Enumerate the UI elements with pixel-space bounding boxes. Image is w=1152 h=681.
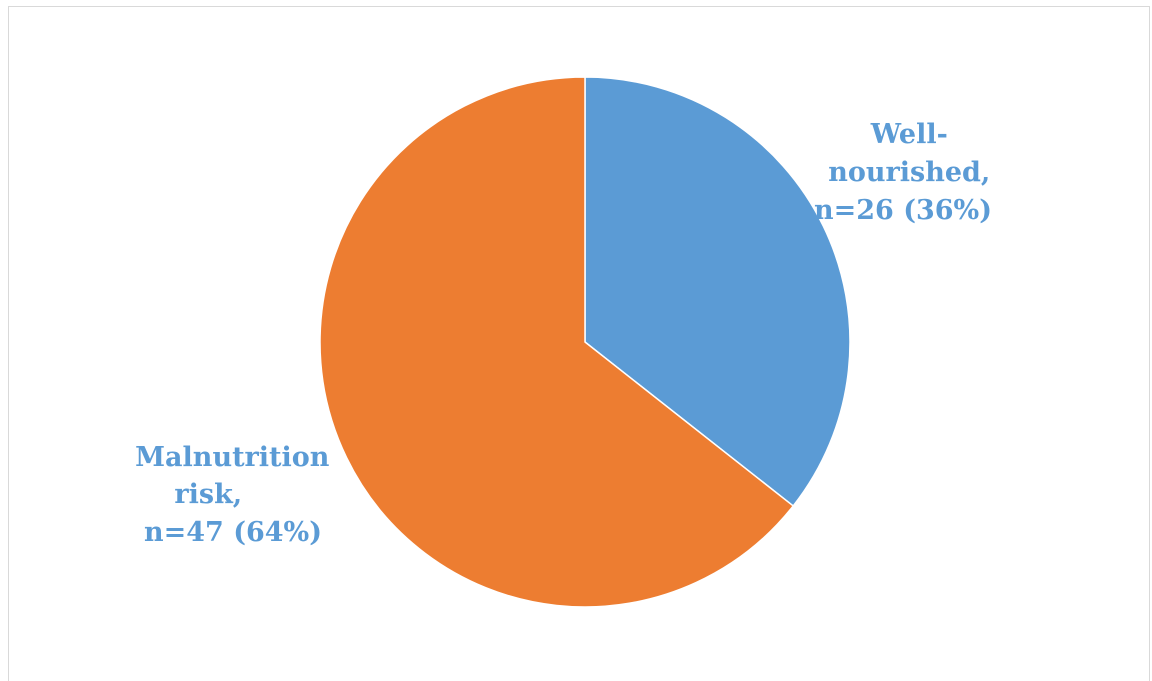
label-line: Well- bbox=[870, 119, 948, 150]
label-line: n=47 (64%) bbox=[144, 517, 322, 548]
pie-slice-well-nourished bbox=[584, 76, 851, 508]
slice-label-malnutrition-risk: Malnutrition risk, n=47 (64%) bbox=[135, 442, 339, 548]
label-line: Malnutrition bbox=[135, 442, 330, 473]
label-line: n=26 (36%) bbox=[814, 195, 992, 226]
pie-slices bbox=[319, 76, 851, 608]
label-line: nourished, bbox=[828, 157, 990, 188]
chart-frame bbox=[8, 6, 1150, 681]
label-line: risk, bbox=[174, 479, 242, 510]
pie-slice-malnutrition-risk bbox=[319, 76, 795, 608]
slice-label-well-nourished: Well- nourished, n=26 (36%) bbox=[814, 119, 1000, 226]
